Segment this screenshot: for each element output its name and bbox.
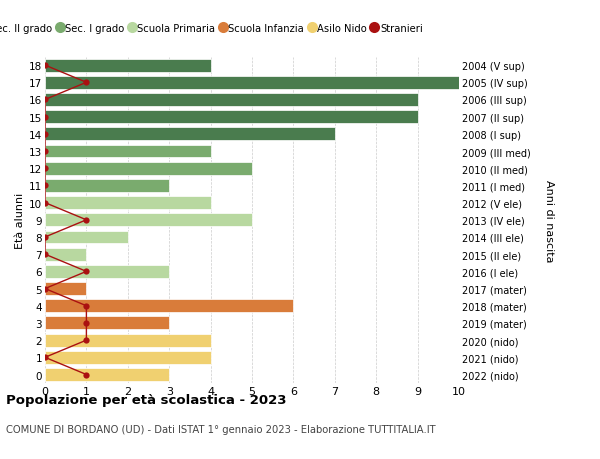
Bar <box>45 300 293 313</box>
Bar <box>45 231 128 244</box>
Bar <box>45 351 211 364</box>
Bar <box>45 368 169 381</box>
Bar <box>45 179 169 192</box>
Bar <box>45 282 86 295</box>
Bar <box>45 128 335 141</box>
Bar <box>45 334 211 347</box>
Bar <box>45 197 211 210</box>
Text: Popolazione per età scolastica - 2023: Popolazione per età scolastica - 2023 <box>6 393 287 406</box>
Bar <box>45 77 459 90</box>
Bar <box>45 214 252 227</box>
Bar <box>45 146 211 158</box>
Y-axis label: Età alunni: Età alunni <box>15 192 25 248</box>
Bar <box>45 162 252 175</box>
Bar <box>45 248 86 261</box>
Bar <box>45 265 169 278</box>
Y-axis label: Anni di nascita: Anni di nascita <box>544 179 554 262</box>
Text: COMUNE DI BORDANO (UD) - Dati ISTAT 1° gennaio 2023 - Elaborazione TUTTITALIA.IT: COMUNE DI BORDANO (UD) - Dati ISTAT 1° g… <box>6 424 436 434</box>
Legend: Sec. II grado, Sec. I grado, Scuola Primaria, Scuola Infanzia, Asilo Nido, Stran: Sec. II grado, Sec. I grado, Scuola Prim… <box>0 20 427 38</box>
Bar <box>45 317 169 330</box>
Bar <box>45 94 418 106</box>
Bar <box>45 60 211 73</box>
Bar <box>45 111 418 124</box>
